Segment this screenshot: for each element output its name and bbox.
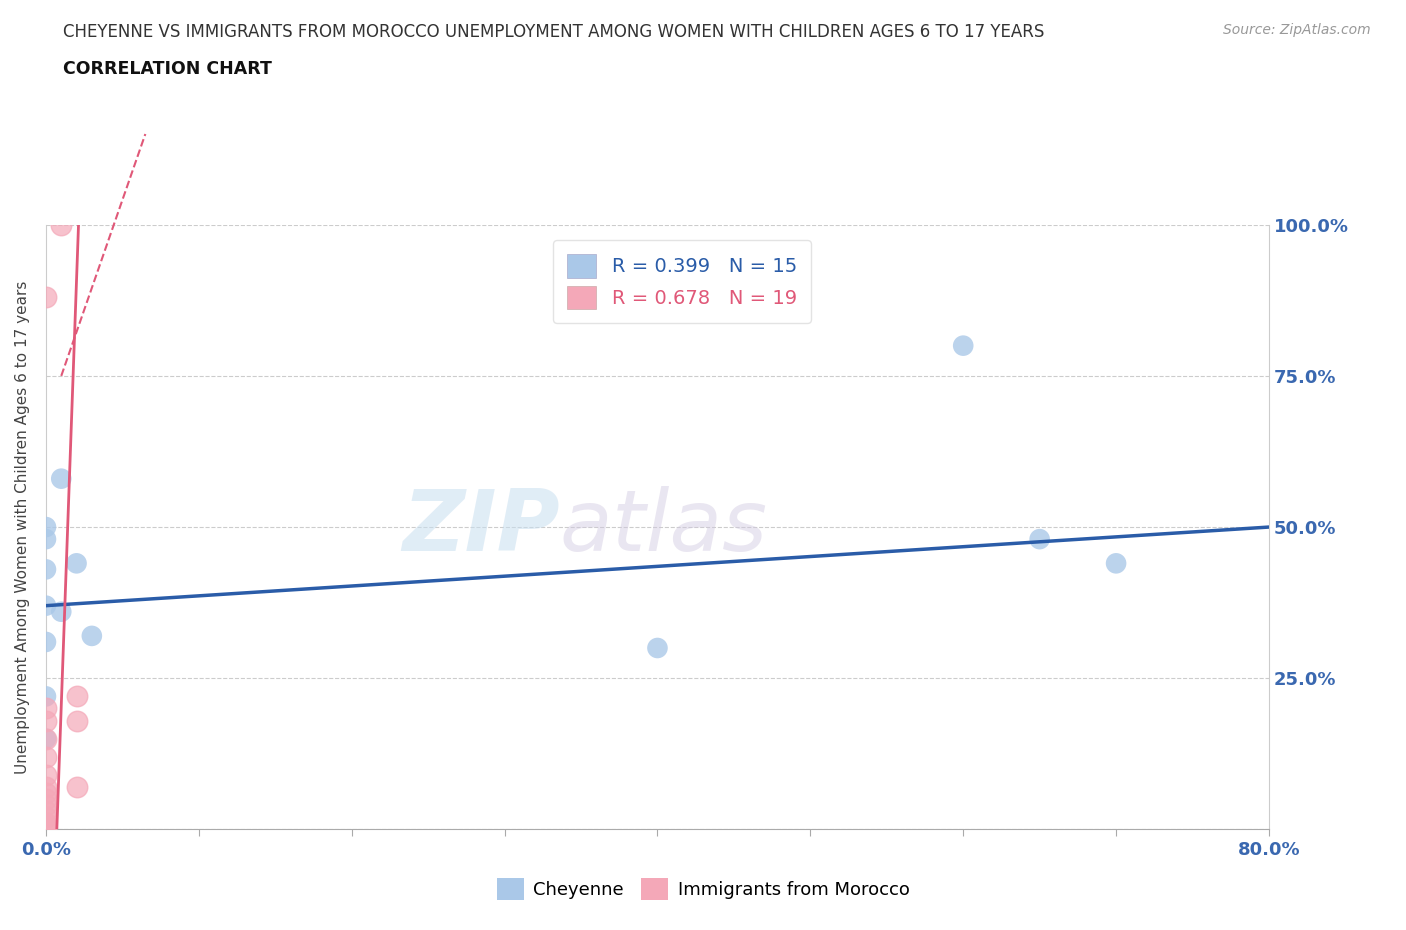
Point <box>35 791 58 806</box>
Point <box>35 598 58 613</box>
Point <box>65 713 87 728</box>
Point <box>35 821 58 836</box>
Point <box>51 604 73 619</box>
Point <box>80 629 103 644</box>
Point <box>65 556 87 571</box>
Text: atlas: atlas <box>560 485 768 568</box>
Point <box>35 562 58 577</box>
Text: CHEYENNE VS IMMIGRANTS FROM MOROCCO UNEMPLOYMENT AMONG WOMEN WITH CHILDREN AGES : CHEYENNE VS IMMIGRANTS FROM MOROCCO UNEM… <box>63 23 1045 41</box>
Point <box>35 819 58 834</box>
Y-axis label: Unemployment Among Women with Children Ages 6 to 17 years: Unemployment Among Women with Children A… <box>15 280 30 774</box>
Text: Source: ZipAtlas.com: Source: ZipAtlas.com <box>1223 23 1371 37</box>
Point <box>1028 532 1050 547</box>
Legend: R = 0.399   N = 15, R = 0.678   N = 19: R = 0.399 N = 15, R = 0.678 N = 19 <box>554 241 810 323</box>
Point <box>35 750 58 764</box>
Point <box>51 218 73 232</box>
Text: CORRELATION CHART: CORRELATION CHART <box>63 60 273 78</box>
Point <box>35 767 58 782</box>
Point <box>1105 556 1128 571</box>
Point <box>35 810 58 825</box>
Point <box>35 520 58 535</box>
Point <box>35 804 58 818</box>
Text: ZIP: ZIP <box>402 485 560 568</box>
Point <box>35 786 58 801</box>
Point <box>35 634 58 649</box>
Point <box>647 641 669 656</box>
Point <box>35 701 58 716</box>
Point <box>952 339 974 353</box>
Legend: Cheyenne, Immigrants from Morocco: Cheyenne, Immigrants from Morocco <box>489 870 917 907</box>
Point <box>35 689 58 704</box>
Point <box>35 798 58 813</box>
Point <box>35 731 58 746</box>
Point <box>35 532 58 547</box>
Point <box>35 779 58 794</box>
Point <box>65 689 87 704</box>
Point <box>35 713 58 728</box>
Point <box>35 816 58 830</box>
Point <box>51 472 73 486</box>
Point <box>35 290 58 305</box>
Point <box>65 779 87 794</box>
Point <box>35 731 58 746</box>
